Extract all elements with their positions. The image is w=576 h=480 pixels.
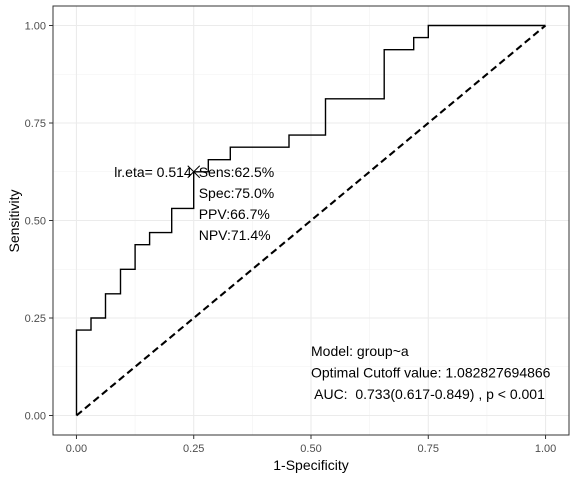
annotations: lr.eta= 0.514 Sens:62.5% Spec:75.0% PPV:… (114, 164, 550, 402)
y-tick-label: 1.00 (25, 21, 46, 33)
x-axis-title: 1-Specificity (273, 457, 348, 473)
cutoff-label: lr.eta= 0.514 (114, 164, 192, 180)
y-tick-label: 0.00 (25, 411, 46, 423)
cutoff-marker-stroke (187, 165, 201, 179)
y-tick-label: 0.75 (25, 118, 46, 130)
model-label: Model: group~a (311, 343, 409, 359)
optimal-cutoff-value-label: Optimal Cutoff value: 1.082827694866 (311, 365, 551, 381)
y-axis-title: Sensitivity (6, 189, 22, 252)
sens-label: Sens:62.5% (199, 164, 275, 180)
y-axis: 0.00 0.25 0.50 0.75 1.00 (25, 21, 53, 423)
x-tick-label: 1.00 (535, 443, 556, 455)
optimal-cutoff-marker (187, 165, 201, 179)
x-tick-label: 0.00 (66, 443, 87, 455)
x-tick-label: 0.75 (418, 443, 439, 455)
spec-label: Spec:75.0% (199, 185, 275, 201)
x-axis: 0.00 0.25 0.50 0.75 1.00 (66, 435, 556, 455)
ppv-label: PPV:66.7% (199, 206, 270, 222)
major-gridlines (53, 6, 569, 435)
npv-label: NPV:71.4% (199, 227, 271, 243)
x-tick-label: 0.25 (183, 443, 204, 455)
y-tick-label: 0.25 (25, 313, 46, 325)
y-tick-label: 0.50 (25, 216, 46, 228)
x-tick-label: 0.50 (300, 443, 321, 455)
reference-diagonal-line (75, 24, 547, 417)
auc-label: AUC: 0.733(0.617-0.849) , p < 0.001 (311, 386, 545, 402)
